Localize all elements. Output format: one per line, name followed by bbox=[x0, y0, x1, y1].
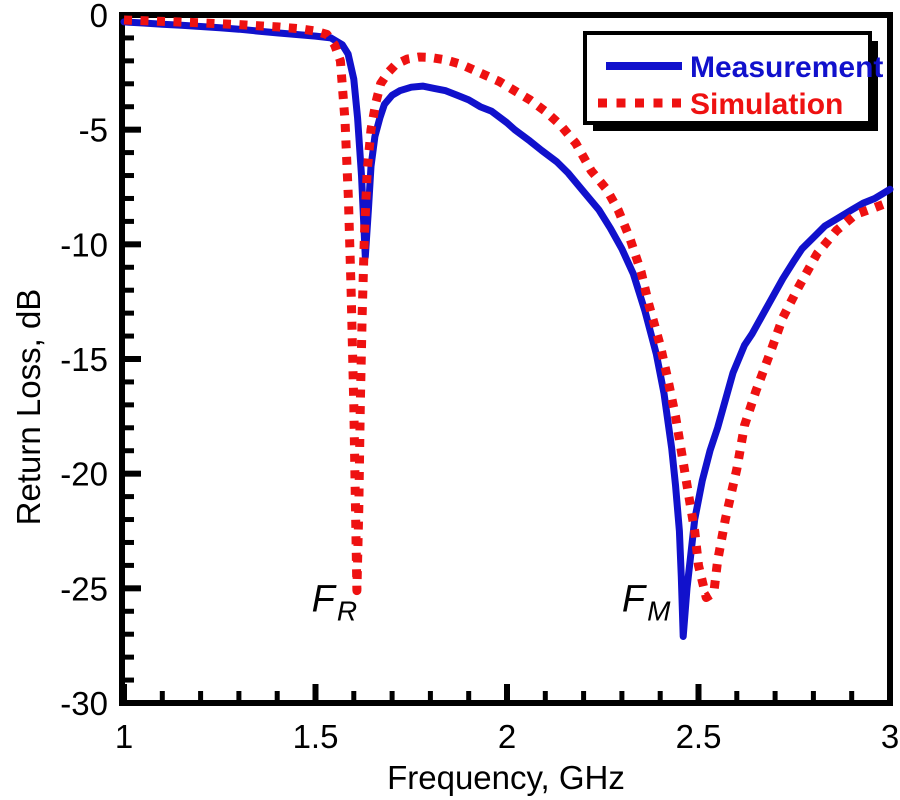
axis-ticks bbox=[121, 12, 893, 706]
y-tick-label: -5 bbox=[79, 112, 108, 149]
simulation-curve bbox=[123, 15, 892, 602]
x-tick-label: 1.5 bbox=[293, 718, 339, 755]
x-tick-label: 3 bbox=[881, 718, 899, 755]
axis-tick-labels: 1 1.5 2 2.5 3 0 -5 -10 -15 -20 -25 -30 bbox=[60, 0, 899, 755]
y-axis-title: Return Loss, dB bbox=[10, 289, 47, 526]
x-tick-label: 2 bbox=[498, 718, 516, 755]
legend: Measurement Simulation bbox=[583, 31, 883, 131]
legend-simulation-label: Simulation bbox=[690, 88, 843, 121]
x-axis-title: Frequency, GHz bbox=[387, 759, 625, 796]
data-series bbox=[120, 15, 894, 640]
y-tick-label: -30 bbox=[60, 685, 108, 722]
y-tick-label: -20 bbox=[60, 456, 108, 493]
legend-box bbox=[583, 31, 872, 125]
legend-measurement-label: Measurement bbox=[690, 51, 883, 84]
y-tick-label: 0 bbox=[90, 0, 108, 34]
y-tick-label: -15 bbox=[60, 341, 108, 378]
x-tick-label: 2.5 bbox=[676, 718, 722, 755]
measurement-curve bbox=[120, 18, 894, 640]
y-tick-label: -25 bbox=[60, 570, 108, 607]
y-tick-label: -10 bbox=[60, 226, 108, 263]
x-tick-label: 1 bbox=[115, 718, 133, 755]
